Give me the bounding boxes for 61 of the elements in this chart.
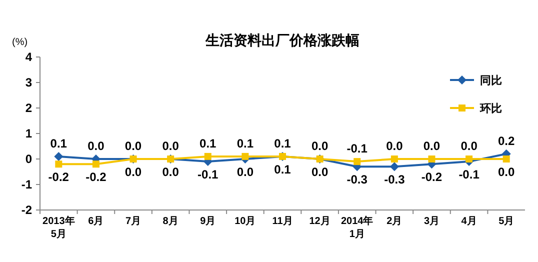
legend-label: 环比 — [479, 102, 502, 115]
data-label: 0.0 — [386, 139, 404, 153]
data-label: 0.0 — [311, 139, 328, 153]
x-tick-label: 2月 — [386, 216, 402, 227]
y-tick-label: 0 — [25, 152, 32, 166]
data-label: 0.1 — [50, 136, 68, 150]
data-label: 0.1 — [274, 162, 292, 176]
y-tick-label: 3 — [25, 76, 32, 90]
x-tick-label: 2013年 5月 — [42, 215, 75, 240]
point — [204, 152, 212, 160]
data-label: 0.0 — [311, 165, 328, 179]
x-tick-label: 2014年 1月 — [340, 215, 374, 240]
data-label: 0.1 — [236, 136, 254, 150]
data-label: -0.2 — [48, 170, 70, 184]
x-tick-label: 4月 — [461, 216, 477, 227]
point — [92, 160, 100, 168]
data-label: 0.0 — [124, 139, 142, 153]
point — [390, 156, 398, 162]
legend-label: 同比 — [480, 74, 502, 87]
data-label: 0.0 — [124, 165, 142, 179]
point — [390, 162, 399, 172]
chart-title: 生活资料出厂价格涨跌幅 — [204, 32, 360, 48]
data-label: -0.3 — [346, 172, 368, 187]
data-label: 0.0 — [88, 139, 105, 153]
point — [242, 152, 249, 160]
data-label: -0.3 — [384, 172, 406, 187]
y-tick-label: -1 — [21, 178, 32, 192]
data-label: -0.1 — [198, 168, 219, 182]
point — [428, 156, 436, 162]
x-tick-label: 12月 — [309, 216, 330, 227]
data-label: 0.0 — [460, 139, 478, 153]
data-label: -0.1 — [346, 142, 368, 156]
data-label: 0.1 — [274, 136, 292, 150]
x-tick-label: 10月 — [234, 216, 256, 227]
point — [54, 152, 64, 161]
y-tick-label: 2 — [25, 101, 32, 116]
y-tick-label: 1 — [25, 126, 32, 141]
x-tick-label: 11月 — [272, 216, 293, 227]
data-label: 0.0 — [162, 139, 180, 153]
data-label: 0.1 — [200, 136, 217, 150]
data-label: -0.2 — [421, 170, 442, 184]
x-tick-label: 3月 — [424, 216, 440, 227]
data-label: 0.0 — [498, 165, 516, 179]
point — [502, 156, 510, 162]
y-tick-label: -2 — [21, 203, 32, 218]
data-label: 0.0 — [236, 165, 254, 179]
data-label: 0.0 — [162, 165, 180, 179]
point — [354, 158, 361, 166]
point — [466, 156, 473, 162]
x-tick-label: 9月 — [200, 216, 216, 227]
y-tick-label: 4 — [25, 50, 32, 64]
data-label: -0.2 — [86, 170, 107, 184]
data-label: 0.2 — [498, 134, 516, 148]
x-tick-label: 5月 — [498, 216, 514, 227]
y-axis-title: (%) — [12, 37, 28, 48]
data-label: -0.1 — [458, 168, 480, 182]
point — [55, 160, 62, 168]
x-tick-label: 8月 — [162, 216, 178, 227]
x-tick-label: 7月 — [125, 216, 142, 227]
data-label: 0.0 — [423, 139, 440, 153]
x-tick-label: 6月 — [88, 216, 104, 227]
